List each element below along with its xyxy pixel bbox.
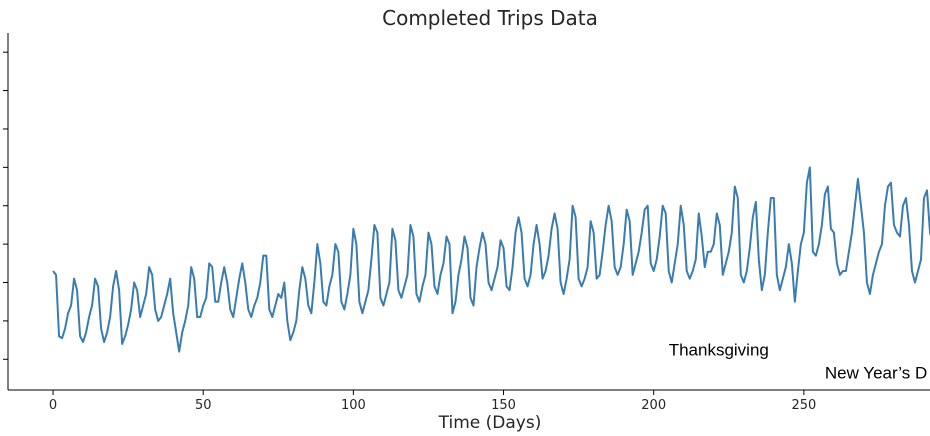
x-tick-label: 50 bbox=[195, 398, 212, 413]
plot-series bbox=[52, 166, 930, 353]
annotation-label: New Year’s D bbox=[825, 363, 927, 382]
x-tick-label: 0 bbox=[49, 398, 57, 413]
plot-axes: 0 50 100 150 200 250 bbox=[3, 33, 930, 413]
x-tick-label: 150 bbox=[491, 398, 516, 413]
plot-annotations: Thanksgiving New Year’s D bbox=[669, 340, 928, 382]
annotation-label: Thanksgiving bbox=[669, 340, 769, 359]
chart-title: Completed Trips Data bbox=[382, 6, 598, 30]
x-tick-label: 200 bbox=[641, 398, 666, 413]
x-tick-label: 100 bbox=[341, 398, 366, 413]
series-line bbox=[52, 166, 930, 353]
x-axis-label: Time (Days) bbox=[438, 413, 542, 433]
x-tick-label: 250 bbox=[791, 398, 816, 413]
